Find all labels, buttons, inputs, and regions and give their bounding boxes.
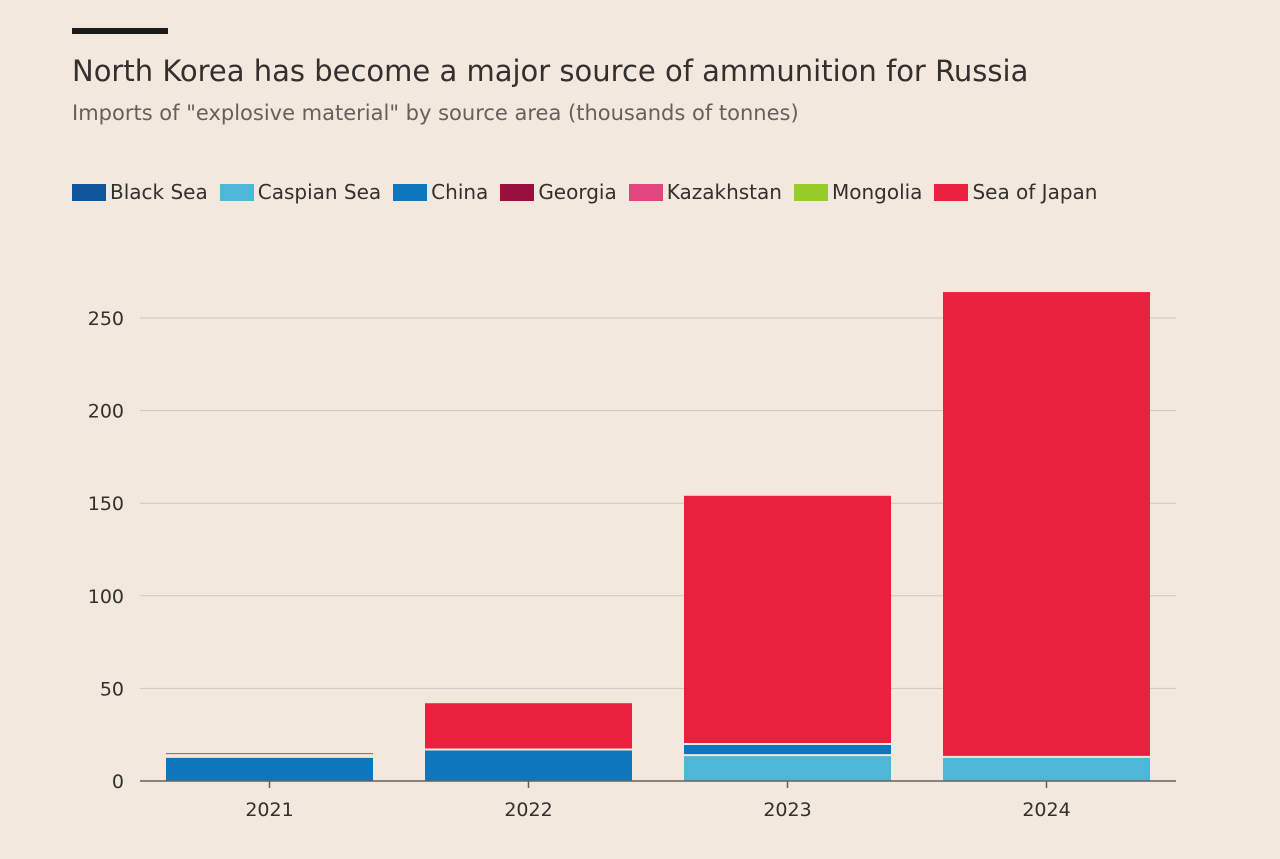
bars xyxy=(166,292,1150,781)
legend-label: Mongolia xyxy=(831,180,923,204)
bar-2022-china xyxy=(425,749,632,781)
legend-item-black-sea: Black Sea xyxy=(72,180,208,204)
bar-2021-china xyxy=(166,756,373,781)
x-tick-label: 2023 xyxy=(763,799,811,821)
x-tick-label: 2022 xyxy=(504,799,552,821)
y-tick-label: 250 xyxy=(88,308,124,330)
legend-label: Black Sea xyxy=(110,180,208,204)
bar-2023-sea-of-japan xyxy=(684,495,891,744)
y-tick-label: 100 xyxy=(88,586,124,608)
legend-label: Kazakhstan xyxy=(666,180,782,204)
header-rule xyxy=(72,28,168,34)
bar-2024-sea-of-japan xyxy=(943,292,1150,757)
x-tick-label: 2021 xyxy=(245,799,293,821)
legend-swatch xyxy=(628,183,663,201)
bar-2024-caspian-sea xyxy=(943,756,1150,781)
x-axis: 2021 2022 2023 2024 xyxy=(140,780,1176,821)
legend-item-caspian-sea: Caspian Sea xyxy=(219,180,382,204)
legend-label: China xyxy=(431,180,489,204)
y-tick-labels: 0 50 100 150 200 250 xyxy=(88,308,124,793)
y-tick-label: 150 xyxy=(88,493,124,515)
legend-item-mongolia: Mongolia xyxy=(793,180,923,204)
legend-swatch xyxy=(219,183,254,201)
legend-item-georgia: Georgia xyxy=(500,180,617,204)
x-tick-label: 2024 xyxy=(1022,799,1070,821)
legend-swatch xyxy=(793,183,828,201)
legend-label: Caspian Sea xyxy=(257,180,382,204)
bar-2023-caspian-sea xyxy=(684,755,891,781)
y-tick-label: 200 xyxy=(88,401,124,423)
legend-swatch xyxy=(393,183,428,201)
legend-item-kazakhstan: Kazakhstan xyxy=(628,180,782,204)
legend-label: Georgia xyxy=(538,180,617,204)
legend-swatch xyxy=(72,183,106,201)
chart-legend: Black Sea Caspian Sea China Georgia Kazakhst… xyxy=(72,180,1109,204)
legend-swatch xyxy=(500,183,535,201)
bar-2022-sea-of-japan xyxy=(425,703,632,750)
chart-title: North Korea has become a major source of… xyxy=(72,54,1029,88)
bar-2023-china xyxy=(684,743,891,756)
legend-swatch xyxy=(934,183,969,201)
legend-label: Sea of Japan xyxy=(972,180,1098,204)
legend-item-china: China xyxy=(393,180,488,204)
y-tick-label: 0 xyxy=(112,771,124,793)
chart-subtitle: Imports of "explosive material" by sourc… xyxy=(72,101,799,125)
y-tick-label: 50 xyxy=(100,678,124,700)
legend-item-sea-of-japan: Sea of Japan xyxy=(934,180,1097,204)
